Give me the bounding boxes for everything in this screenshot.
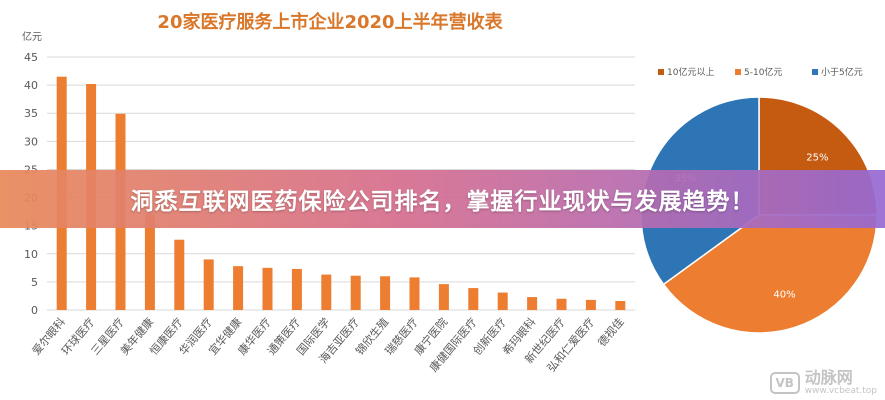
chart-title: 20家医疗服务上市企业2020上半年营收表 bbox=[157, 12, 503, 33]
headline-text: 洞悉互联网医药保险公司排名，掌握行业现状与发展趋势！ bbox=[130, 189, 755, 215]
bar-5 bbox=[174, 239, 185, 310]
pie-slice-label: 40% bbox=[773, 290, 795, 301]
bar-20 bbox=[615, 301, 626, 310]
y-tick-label: 5 bbox=[31, 276, 38, 289]
legend-label: 5-10亿元 bbox=[744, 66, 782, 78]
y-tick-label: 40 bbox=[24, 79, 38, 92]
bar-18 bbox=[556, 298, 567, 310]
watermark-logo-icon: VB bbox=[769, 371, 800, 394]
y-tick-label: 35 bbox=[24, 107, 38, 120]
legend-swatch bbox=[735, 69, 741, 75]
bar-13 bbox=[409, 277, 420, 310]
legend-swatch bbox=[658, 69, 664, 75]
y-tick-label: 0 bbox=[31, 304, 38, 317]
watermark-name: 动脉网 bbox=[804, 367, 853, 387]
bar-14 bbox=[438, 284, 449, 310]
bar-7 bbox=[233, 266, 244, 310]
bar-11 bbox=[350, 275, 361, 310]
bar-17 bbox=[527, 297, 538, 310]
legend-label: 10亿元以上 bbox=[667, 66, 714, 78]
bar-16 bbox=[497, 292, 508, 310]
y-tick-label: 45 bbox=[24, 51, 38, 64]
y-axis-unit: 亿元 bbox=[22, 30, 42, 43]
bar-12 bbox=[380, 276, 391, 310]
y-tick-label: 10 bbox=[24, 248, 38, 261]
y-tick-label: 30 bbox=[24, 135, 38, 148]
bar-15 bbox=[468, 288, 479, 310]
headline-banner: 洞悉互联网医药保险公司排名，掌握行业现状与发展趋势！ bbox=[0, 170, 885, 228]
pie-slice-2 bbox=[662, 214, 878, 334]
bar-8 bbox=[262, 267, 273, 310]
bar-9 bbox=[291, 268, 302, 310]
legend-label: 小于5亿元 bbox=[821, 66, 863, 78]
pie-slice-label: 25% bbox=[806, 153, 828, 164]
watermark: VB 动脉网 www.vcbeat.top bbox=[769, 367, 877, 396]
legend-swatch bbox=[812, 69, 818, 75]
bar-4 bbox=[144, 214, 155, 310]
bar-6 bbox=[203, 259, 214, 310]
bar-10 bbox=[321, 274, 332, 310]
watermark-url: www.vcbeat.top bbox=[804, 385, 877, 396]
bar-19 bbox=[585, 299, 596, 310]
